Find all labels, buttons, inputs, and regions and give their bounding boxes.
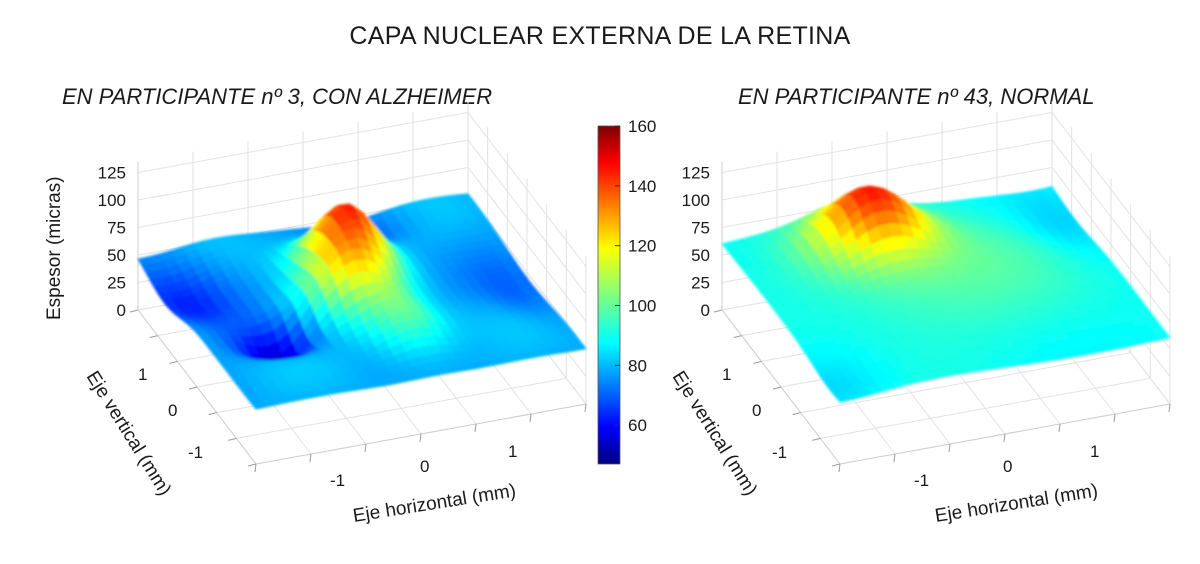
- z-tick-0: 0: [117, 301, 126, 320]
- right-surface: [721, 185, 1171, 403]
- left-y-tick-1: 1: [138, 365, 147, 384]
- left-surface: [137, 193, 587, 410]
- z-tick-125: 125: [682, 164, 710, 183]
- right-y-tick-0: 0: [752, 401, 761, 420]
- right-y-tick-1: 1: [722, 365, 731, 384]
- z-tick-50: 50: [691, 246, 710, 265]
- left-y-tick-0: 0: [168, 401, 177, 420]
- colorbar-ticks: 160 140 120 100 80 60: [615, 117, 656, 435]
- right-surface-plot: 125 100 75 50 25 0 1 0 -1 -1 0 1 Eje vertical…: [668, 101, 1171, 527]
- left-y-axis-label: Eje vertical (mm): [82, 368, 175, 500]
- colorbar-tick-label: 60: [628, 416, 647, 435]
- z-tick-0: 0: [701, 301, 710, 320]
- right-x-tick-0: 0: [1003, 457, 1012, 476]
- left-z-axis-label: Espesor (micras): [44, 176, 65, 320]
- z-tick-100: 100: [682, 191, 710, 210]
- colorbar: 160 140 120 100 80 60: [597, 117, 656, 465]
- colorbar-tick-label: 100: [628, 296, 656, 315]
- colorbar-gradient: [597, 125, 621, 465]
- right-x-tick-minus1: -1: [914, 471, 929, 490]
- z-tick-125: 125: [98, 164, 126, 183]
- colorbar-tick-label: 140: [628, 177, 656, 196]
- right-y-axis-label: Eje vertical (mm): [668, 368, 761, 500]
- left-x-tick-0: 0: [420, 457, 429, 476]
- z-tick-100: 100: [98, 191, 126, 210]
- right-chart-subtitle: EN PARTICIPANTE nº 43, NORMAL: [738, 84, 1095, 109]
- left-x-axis-label: Eje horizontal (mm): [351, 480, 517, 527]
- colorbar-tick-label: 160: [628, 117, 656, 136]
- right-z-ticks: 125 100 75 50 25 0: [682, 164, 710, 321]
- right-x-tick-1: 1: [1090, 442, 1099, 461]
- z-tick-50: 50: [107, 246, 126, 265]
- right-x-axis-label: Eje horizontal (mm): [933, 480, 1099, 527]
- left-z-ticks: 125 100 75 50 25 0: [98, 164, 126, 321]
- right-y-tick-minus1: -1: [772, 443, 787, 462]
- left-y-tick-minus1: -1: [188, 443, 203, 462]
- main-title: CAPA NUCLEAR EXTERNA DE LA RETINA: [349, 22, 851, 50]
- left-x-tick-minus1: -1: [330, 471, 345, 490]
- colorbar-tick-label: 120: [628, 237, 656, 256]
- z-tick-75: 75: [107, 219, 126, 238]
- left-surface-plot: 125 100 75 50 25 0 1 0 -1 -1 0 1 Espesor (mic…: [44, 101, 587, 527]
- z-tick-75: 75: [691, 219, 710, 238]
- z-tick-25: 25: [107, 274, 126, 293]
- left-x-tick-1: 1: [508, 442, 517, 461]
- left-chart-subtitle: EN PARTICIPANTE nº 3, CON ALZHEIMER: [62, 84, 493, 109]
- z-tick-25: 25: [691, 274, 710, 293]
- colorbar-tick-label: 80: [628, 356, 647, 375]
